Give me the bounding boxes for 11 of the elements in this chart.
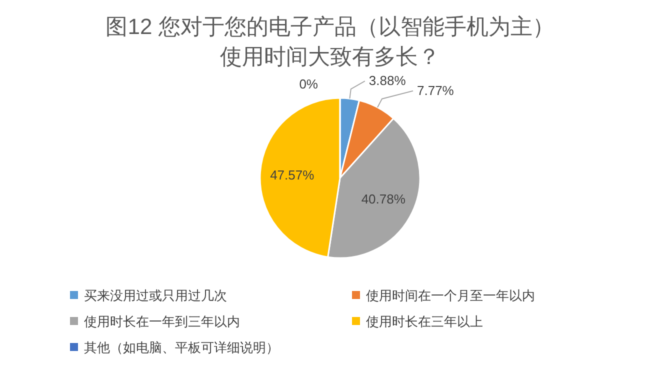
legend-label: 买来没用过或只用过几次	[84, 288, 227, 303]
legend-label: 使用时长在三年以上	[366, 314, 483, 329]
data-label: 47.57%	[270, 167, 315, 182]
text: 0%	[299, 76, 318, 92]
chart-title: 图12 您对于您的电子产品（以智能手机为主）使用时间大致有多长？	[106, 14, 554, 69]
legend-label: 使用时长在一年到三年以内	[84, 314, 240, 329]
data-label: 7.77%	[417, 82, 454, 98]
data-label: 3.88%	[368, 73, 406, 88]
legend-label: 其他（如电脑、平板可详细说明）	[84, 340, 279, 355]
legend-label: 使用时间在一个月至一年以内	[366, 288, 535, 303]
data-label: 40.78%	[361, 192, 406, 207]
